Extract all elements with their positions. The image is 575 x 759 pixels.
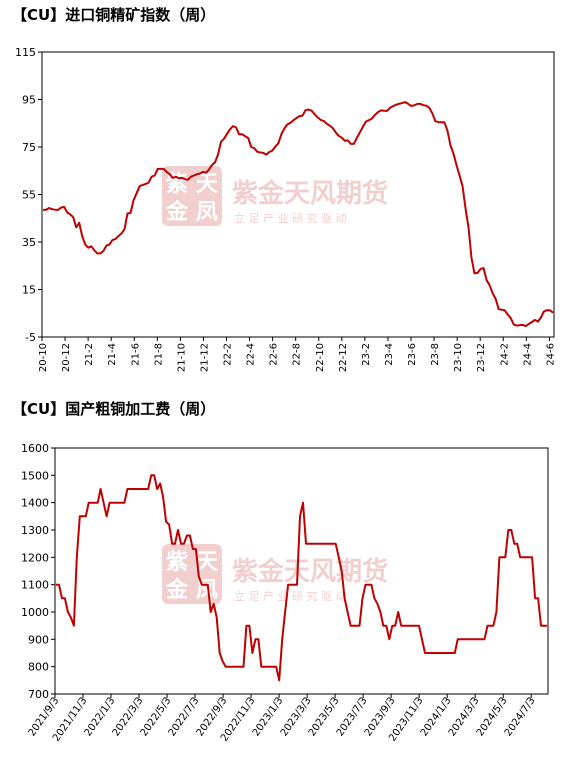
plot-frame: [54, 447, 549, 695]
watermark-logo-char: 紫: [166, 549, 188, 575]
x-tick-label: 21-8: [153, 343, 164, 366]
x-tick-label: 21-4: [107, 343, 118, 366]
watermark-logo-char: 凤: [196, 578, 218, 603]
y-tick-label: 800: [28, 661, 49, 674]
watermark-slogan: 立 足 产 业 研 究 驱 动: [234, 211, 346, 225]
series-line: [43, 101, 554, 328]
x-tick-label: 22-4: [246, 343, 257, 366]
watermark-logo-char: 金: [165, 577, 189, 603]
watermark-logo: [162, 166, 222, 226]
x-tick-label: 20-12: [61, 343, 72, 372]
x-tick-label: 22-12: [338, 343, 349, 372]
x-tick-label: 20-10: [38, 343, 49, 372]
chart-1-title: 【CU】进口铜精矿指数（周）: [12, 6, 216, 24]
watermark: 紫天金 凤紫金天风期货立 足 产 业 研 究 驱 动: [162, 544, 388, 604]
x-tick-label: 21-2: [84, 343, 95, 366]
x-tick-label: 24-4: [522, 343, 533, 366]
y-tick-label: -5: [25, 331, 36, 344]
x-tick-label: 21-10: [176, 343, 187, 372]
x-tick-label: 22-2: [223, 343, 234, 366]
x-tick-label: 22-10: [315, 343, 326, 372]
x-tick-label: 21-12: [199, 343, 210, 372]
watermark-name: 紫金天风期货: [232, 178, 388, 209]
y-tick-label: 1200: [21, 551, 49, 564]
y-tick-label: 35: [22, 236, 36, 249]
watermark-logo-char: 凤: [196, 200, 218, 225]
y-tick-label: 900: [28, 633, 49, 646]
x-tick-label: 22-8: [292, 343, 303, 366]
watermark-logo: [162, 544, 222, 604]
y-tick-label: 1600: [21, 442, 49, 455]
y-tick-label: 1400: [21, 497, 49, 510]
x-tick-label: 24-2: [499, 343, 510, 366]
x-tick-label: 23-6: [407, 343, 418, 366]
y-tick-label: 700: [28, 688, 49, 701]
y-tick-label: 75: [22, 141, 36, 154]
y-tick-label: 95: [22, 94, 36, 107]
x-tick-label: 23-8: [430, 343, 441, 366]
chart-2-title: 【CU】国产粗铜加工费（周）: [12, 400, 216, 418]
watermark-name: 紫金天风期货: [232, 556, 388, 587]
watermark-logo-char: 天: [196, 172, 219, 197]
x-tick-label: 23-10: [453, 343, 464, 372]
y-tick-label: 1100: [21, 579, 49, 592]
x-tick-label: 22-6: [269, 343, 280, 366]
x-tick-label: 23-12: [476, 343, 487, 372]
y-tick-label: 55: [22, 189, 36, 202]
x-tick-label: 23-2: [361, 343, 372, 366]
x-tick-label: 24-6: [545, 343, 556, 366]
y-tick-label: 115: [15, 46, 36, 59]
y-tick-label: 1000: [21, 606, 49, 619]
y-tick-label: 1500: [21, 469, 49, 482]
y-tick-label: 1300: [21, 524, 49, 537]
watermark-logo-char: 金: [165, 199, 189, 225]
y-tick-label: 15: [22, 284, 36, 297]
watermark-logo-char: 天: [196, 550, 219, 575]
series-line: [56, 474, 547, 682]
x-tick-label: 23-4: [384, 343, 395, 366]
x-tick-label: 21-6: [130, 343, 141, 366]
watermark-slogan: 立 足 产 业 研 究 驱 动: [234, 589, 346, 603]
